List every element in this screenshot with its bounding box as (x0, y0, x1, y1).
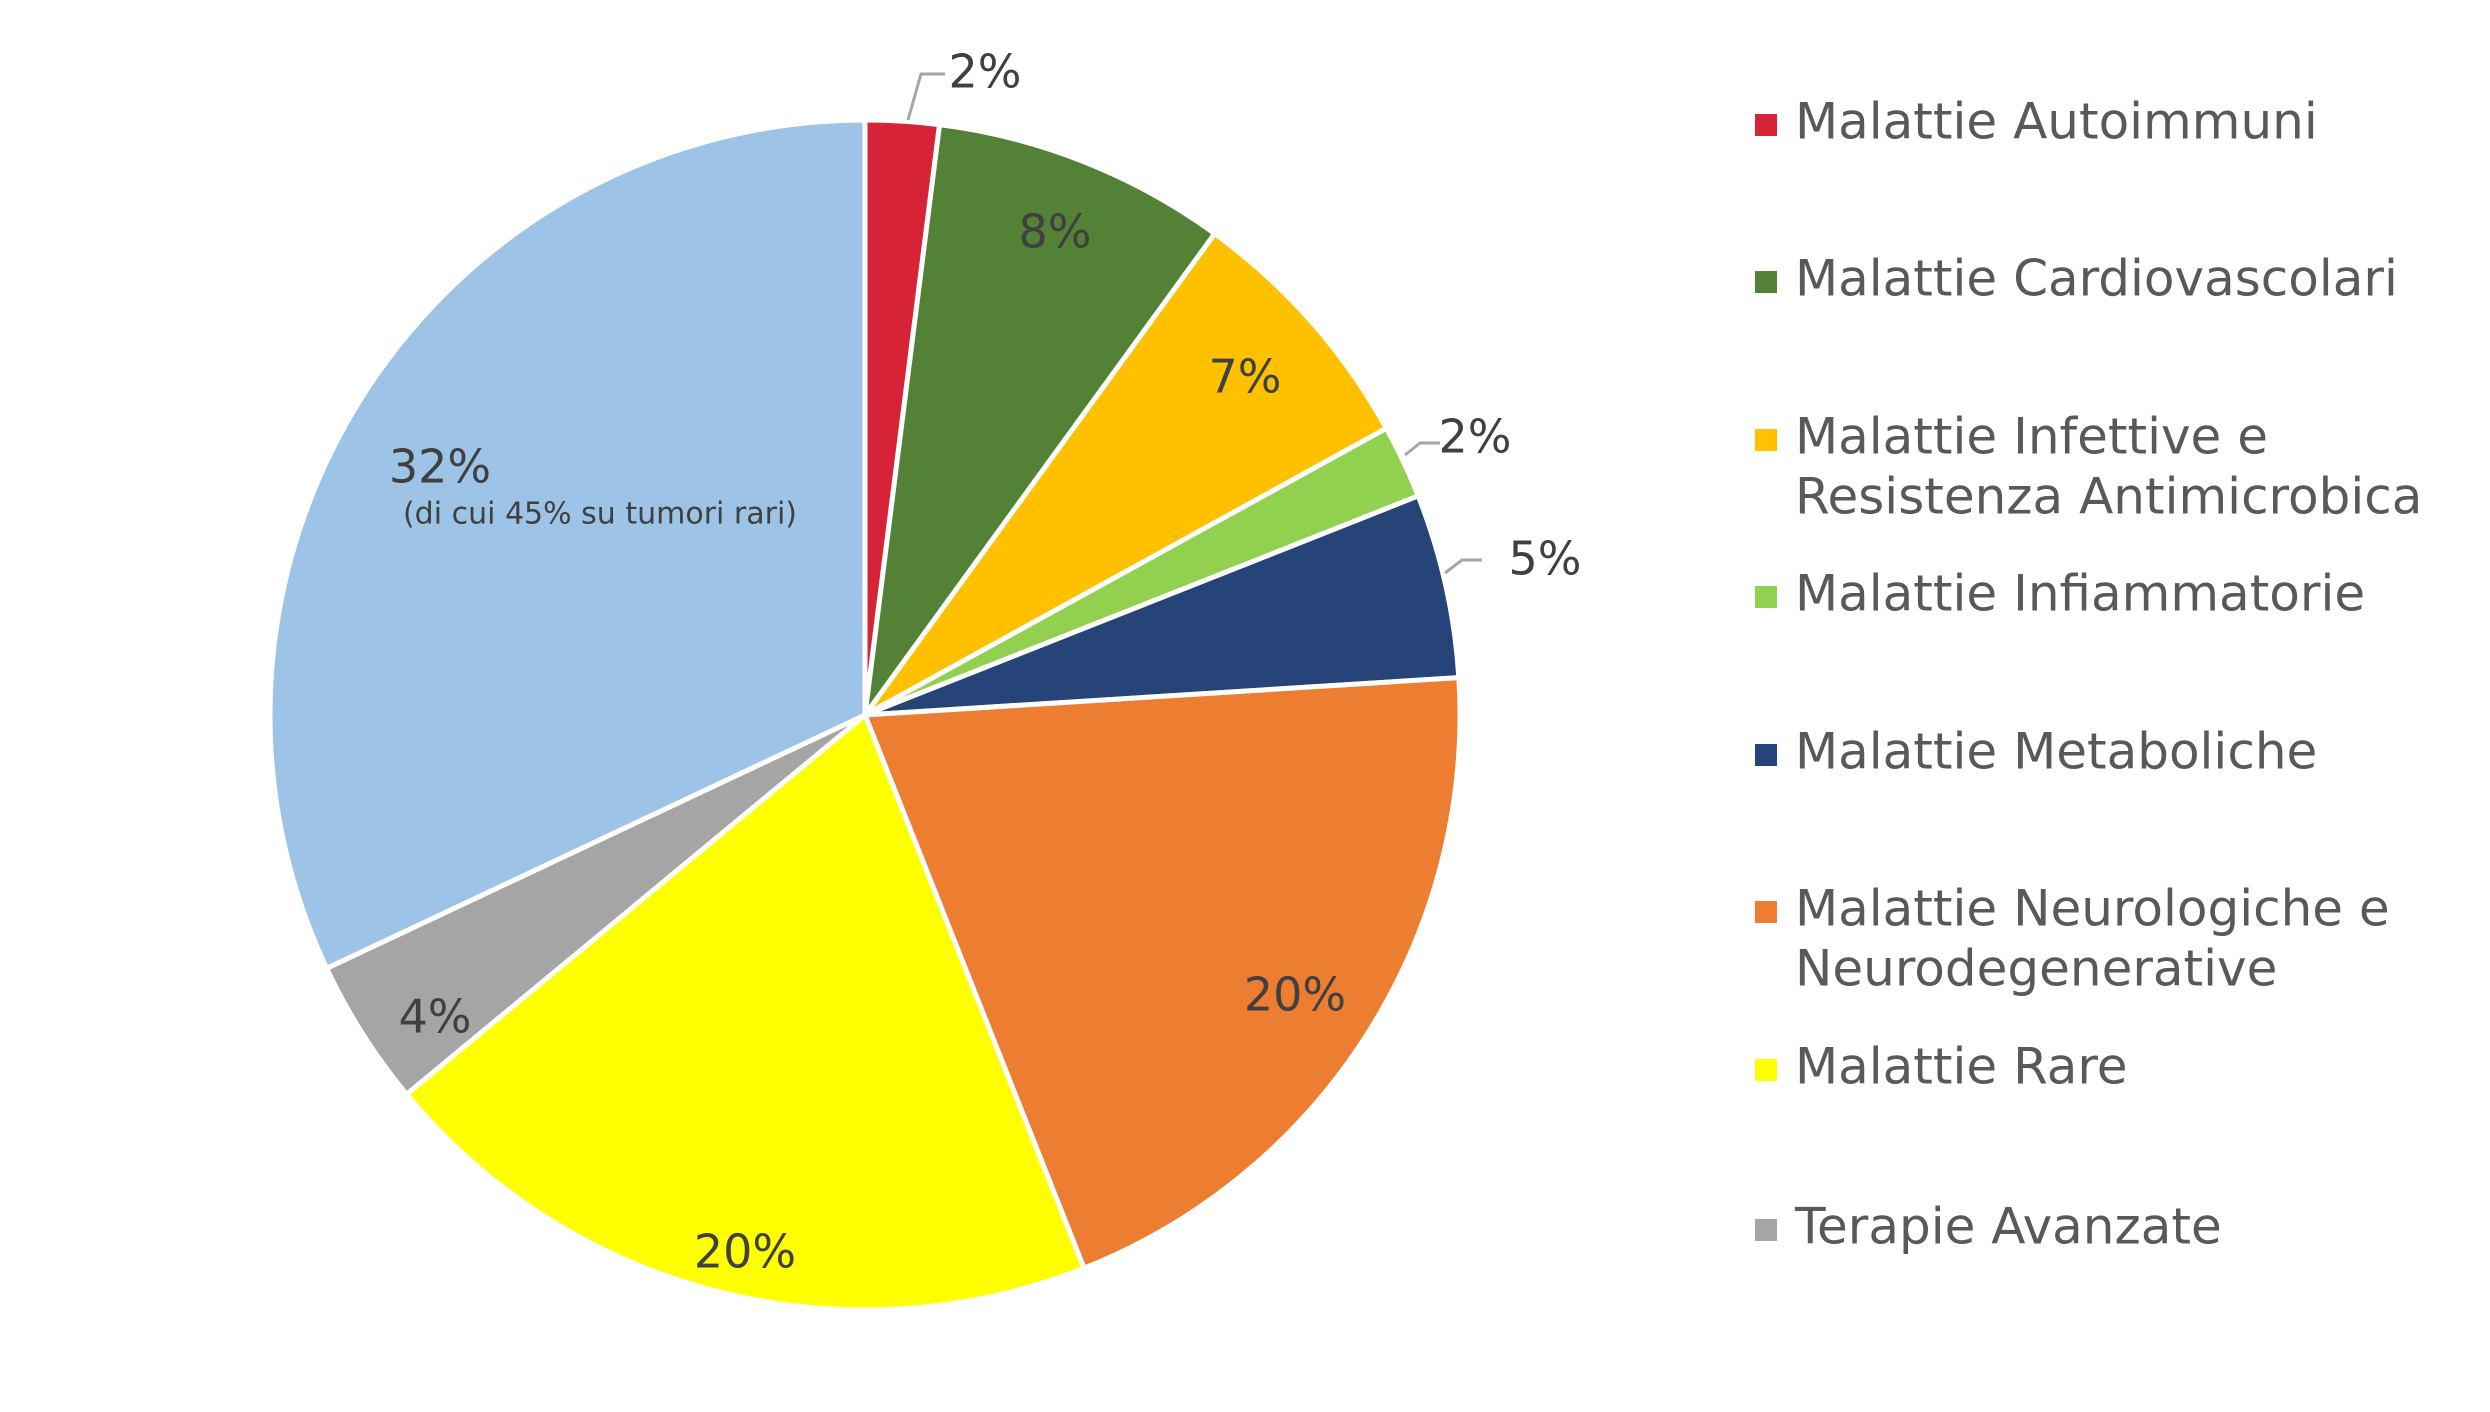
legend-item-2: Malattie Cardiovascolari (1755, 250, 2398, 308)
legend-swatch-6 (1755, 901, 1777, 923)
legend-swatch-7 (1755, 1059, 1777, 1081)
legend-item-4: Malattie Infiammatorie (1755, 565, 2365, 623)
legend-label-3: Malattie Infettive e (1795, 408, 2268, 466)
legend-label-7: Malattie Rare (1795, 1038, 2128, 1096)
legend-label-6: Malattie Neurologiche e (1795, 880, 2390, 938)
data-label-2: 8% (1019, 205, 1092, 259)
legend-item-1: Malattie Autoimmuni (1755, 93, 2318, 151)
legend-swatch-3 (1755, 429, 1777, 451)
data-label-4: 2% (1439, 410, 1512, 464)
data-label-6: 20% (1244, 968, 1346, 1022)
pie-slice-9 (267, 117, 868, 971)
pie-slice-7 (404, 712, 1087, 1313)
legend-swatch-1 (1755, 114, 1777, 136)
pie-slice-6 (862, 675, 1463, 1271)
data-labels-layer: 2% 8% 7% 2% 5% 20% 20% 4% 32%(di cui 45% su tumo… (389, 45, 1582, 1279)
data-label-5: 5% (1509, 532, 1582, 586)
leader-line-4 (1404, 441, 1440, 457)
legend-label-4: Malattie Infiammatorie (1795, 565, 2365, 623)
data-label-1: 2% (949, 45, 1022, 99)
legend-label-8: Terapie Avanzate (1794, 1198, 2222, 1256)
pie-slice-2 (862, 122, 1218, 718)
legend-label-1: Malattie Autoimmuni (1795, 93, 2318, 151)
pie-slice-5 (862, 493, 1462, 718)
legend-item-8: Terapie Avanzate (1755, 1198, 2222, 1256)
leader-lines-layer (906, 72, 1482, 575)
leader-line-5 (1444, 558, 1482, 575)
data-label-3: 7% (1209, 350, 1282, 404)
legend-label-2: Malattie Cardiovascolari (1795, 250, 2398, 308)
slices-layer (267, 117, 1463, 1313)
legend: Malattie Autoimmuni Malattie Cardiovascol… (1755, 93, 2422, 1256)
legend-item-7: Malattie Rare (1755, 1038, 2128, 1096)
legend-swatch-2 (1755, 271, 1777, 293)
legend-swatch-8 (1755, 1219, 1777, 1241)
legend-item-5: Malattie Metaboliche (1755, 723, 2317, 781)
data-label-7: 20% (694, 1225, 796, 1279)
legend-swatch-4 (1755, 586, 1777, 608)
data-label-8: 4% (399, 990, 472, 1044)
pie-slice-3 (862, 231, 1389, 718)
legend-swatch-5 (1755, 744, 1777, 766)
legend-label-6-line-2: Neurodegenerative (1795, 940, 2277, 998)
leader-line-1 (906, 72, 945, 121)
data-label-9: 32% (389, 440, 491, 494)
legend-label-3-line-2: Resistenza Antimicrobica (1795, 468, 2422, 526)
data-label-note-9: (di cui 45% su tumori rari) (403, 497, 797, 532)
legend-label-5: Malattie Metaboliche (1795, 723, 2317, 781)
